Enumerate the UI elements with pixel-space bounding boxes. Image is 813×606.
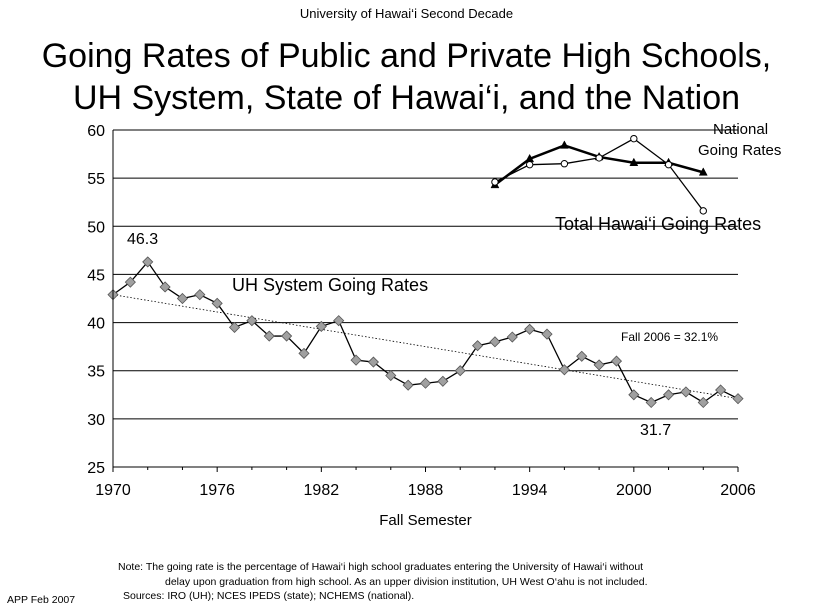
y-tick-label: 25	[87, 460, 105, 477]
x-tick-label: 2006	[720, 482, 756, 499]
data-point	[333, 315, 345, 327]
x-tick-label: 1976	[199, 482, 235, 499]
x-tick-label: 2000	[616, 482, 652, 499]
data-point	[315, 320, 327, 332]
data-point	[699, 207, 707, 215]
y-tick-label: 50	[87, 219, 105, 236]
data-point	[610, 355, 623, 367]
data-point	[142, 256, 154, 268]
data-point	[489, 336, 501, 348]
y-tick-label: 35	[87, 364, 105, 381]
data-point	[298, 347, 310, 359]
y-tick-label: 60	[87, 123, 105, 140]
data-point	[367, 356, 379, 368]
y-tick-label: 55	[87, 171, 105, 188]
data-point	[385, 369, 397, 382]
data-point	[263, 330, 275, 342]
header-label: University of Hawai‘i Second Decade	[299, 6, 514, 21]
data-point	[680, 386, 692, 398]
data-point	[664, 160, 673, 169]
annotations: 46.3 31.7 Fall 2006 = 32.1% UH System Going…	[127, 121, 781, 439]
data-point	[698, 167, 708, 176]
data-point	[506, 331, 518, 343]
series-group	[107, 134, 744, 409]
data-point	[437, 375, 449, 387]
note-line2: delay upon graduation from high school. …	[165, 576, 648, 588]
trendline-path	[112, 294, 739, 400]
note-line1: Note: The going rate is the percentage o…	[118, 561, 644, 573]
uh-series-label: UH System Going Rates	[232, 275, 428, 295]
y-tick-label: 40	[87, 316, 105, 333]
data-point	[715, 384, 727, 396]
data-point	[697, 396, 709, 409]
data-point	[525, 160, 534, 169]
data-point	[228, 321, 241, 333]
data-point	[732, 393, 744, 405]
data-point	[560, 160, 569, 168]
data-point	[576, 350, 588, 362]
data-point	[628, 389, 640, 401]
fall-2006-label: Fall 2006 = 32.1%	[621, 330, 718, 344]
data-point	[159, 281, 171, 293]
x-axis-label: Fall Semester	[379, 512, 472, 529]
data-point	[559, 140, 569, 149]
data-point	[595, 154, 603, 162]
x-tick-label: 1994	[512, 482, 548, 499]
chart-title-line2: UH System, State of Hawai‘i, and the Nat…	[72, 79, 741, 117]
national-label-line2: Going Rates	[698, 142, 781, 159]
series-line	[494, 137, 704, 212]
trendline	[112, 294, 739, 400]
x-tick-label: 1988	[408, 482, 444, 499]
footer-date: APP Feb 2007	[7, 594, 76, 606]
data-point	[593, 359, 605, 371]
low-label: 31.7	[640, 422, 671, 439]
data-point	[454, 365, 466, 377]
data-point	[402, 379, 414, 391]
data-point	[645, 396, 657, 409]
data-point	[524, 323, 536, 335]
national-label-line1: National	[713, 121, 768, 138]
y-tick-label: 45	[87, 267, 105, 284]
y-tick-label: 30	[87, 412, 105, 429]
data-point	[472, 340, 484, 352]
x-tick-label: 1982	[304, 482, 340, 499]
data-point	[630, 134, 638, 143]
data-point	[194, 289, 206, 301]
chart-title-line1: Going Rates of Public and Private High S…	[41, 37, 772, 75]
peak-label: 46.3	[127, 231, 158, 248]
axes: 25 30 35 40 45 50 55 60 1970 1976 1982 1988 1994 2000…	[87, 123, 756, 529]
data-point	[491, 178, 499, 186]
total-hawaii-label: Total Hawai‘i Going Rates	[555, 214, 761, 234]
data-point	[281, 330, 293, 342]
data-point	[176, 292, 189, 305]
x-tick-label: 1970	[95, 482, 131, 499]
data-point	[246, 315, 258, 327]
data-point	[350, 354, 362, 366]
data-point	[124, 276, 136, 288]
data-point	[558, 364, 570, 376]
data-point	[419, 377, 432, 389]
data-point	[629, 157, 639, 166]
data-point	[541, 328, 553, 340]
gridlines	[113, 129, 738, 420]
data-point	[211, 297, 223, 309]
sources-text: Sources: IRO (UH); NCES IPEDS (state); N…	[123, 590, 415, 602]
data-point	[662, 389, 675, 401]
